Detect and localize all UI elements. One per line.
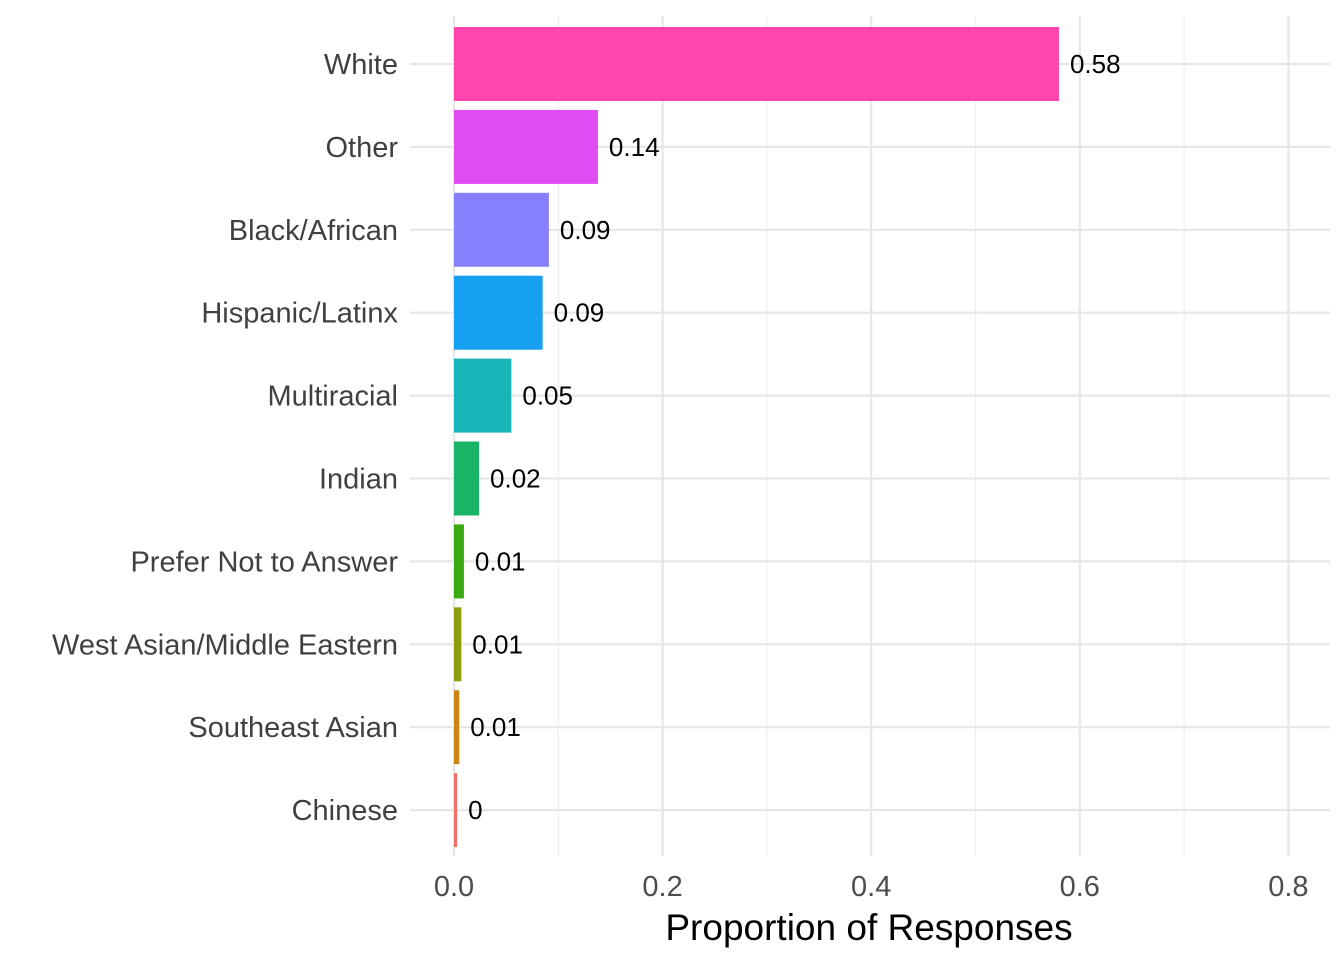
x-tick-label: 0.8 <box>1268 871 1308 903</box>
data-label: 0.05 <box>522 381 573 411</box>
data-labels: 0.58 0.14 0.09 0.09 0.05 0.02 0.01 0.01 0.01 0 <box>468 49 1120 825</box>
category-label: West Asian/Middle Eastern <box>52 629 398 661</box>
category-label: Prefer Not to Answer <box>130 546 398 578</box>
category-label: White <box>324 49 398 81</box>
x-tick-label: 0.0 <box>434 871 474 903</box>
category-label: Multiracial <box>267 381 398 413</box>
bar <box>454 607 462 682</box>
data-label: 0.09 <box>554 298 605 328</box>
x-tick-label: 0.6 <box>1060 871 1100 903</box>
category-label: Hispanic/Latinx <box>201 298 398 330</box>
bar <box>454 109 598 184</box>
category-label: Black/African <box>229 215 398 247</box>
data-label: 0.01 <box>472 629 523 659</box>
bar <box>454 275 543 350</box>
bar <box>454 441 480 516</box>
bar <box>454 690 460 765</box>
category-label: Chinese <box>292 795 398 827</box>
data-label: 0.01 <box>475 546 526 576</box>
category-label: Other <box>325 132 398 164</box>
x-tick-label: 0.2 <box>642 871 682 903</box>
data-label: 0.02 <box>490 464 541 494</box>
x-tick-label: 0.4 <box>851 871 891 903</box>
bar <box>454 524 464 599</box>
bar <box>454 358 512 433</box>
x-axis-ticks: 0.0 0.2 0.4 0.6 0.8 <box>434 871 1309 903</box>
data-label: 0.09 <box>560 215 611 245</box>
category-label: Indian <box>319 464 398 496</box>
bar <box>454 27 1059 101</box>
data-label: 0 <box>468 795 482 825</box>
data-label: 0.01 <box>470 712 521 742</box>
data-label: 0.58 <box>1070 49 1121 79</box>
x-axis-title: Proportion of Responses <box>665 907 1072 948</box>
category-labels: White Other Black/African Hispanic/Latinx Mu… <box>52 49 399 827</box>
bar <box>454 773 458 848</box>
bars <box>454 27 1059 848</box>
bar <box>454 192 549 267</box>
data-label: 0.14 <box>609 132 660 162</box>
category-label: Southeast Asian <box>188 712 398 744</box>
